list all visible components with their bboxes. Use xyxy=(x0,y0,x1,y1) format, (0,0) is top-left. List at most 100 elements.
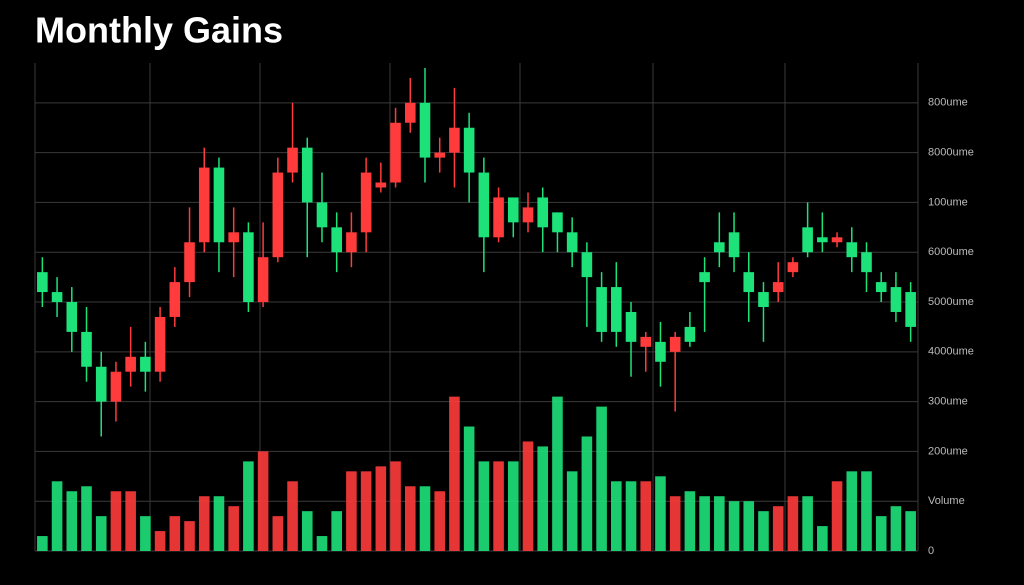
candle-body xyxy=(463,127,475,173)
candle-body xyxy=(169,282,181,317)
volume-bar xyxy=(846,471,858,551)
volume-bar xyxy=(552,396,563,551)
candle-body xyxy=(81,331,92,367)
candle-body xyxy=(669,336,681,352)
volume-bar xyxy=(787,496,799,551)
volume-bar xyxy=(640,481,652,551)
volume-bar xyxy=(390,461,401,551)
candle-body xyxy=(478,172,490,238)
volume-bar xyxy=(66,491,78,551)
volume-bar xyxy=(581,436,593,551)
volume-bar xyxy=(758,511,769,551)
candle-body xyxy=(552,212,563,233)
candle-body xyxy=(419,102,431,158)
volume-bar xyxy=(287,481,298,551)
volume-bar xyxy=(272,516,284,551)
candle-body xyxy=(728,232,740,258)
candle-body xyxy=(699,272,710,283)
y-tick-label: 6000ume xyxy=(928,246,974,258)
volume-bar xyxy=(463,426,475,551)
candle-body xyxy=(758,292,769,307)
volume-bar xyxy=(169,516,181,551)
volume-bar xyxy=(655,476,666,551)
y-tick-label: 200ume xyxy=(928,445,968,457)
candle-body xyxy=(802,227,813,253)
candle-body xyxy=(772,282,784,293)
volume-bar xyxy=(360,471,372,551)
volume-bar xyxy=(802,496,813,551)
volume-bar xyxy=(831,481,843,551)
volume-bar xyxy=(699,496,710,551)
volume-bar xyxy=(154,531,166,551)
volume-bar xyxy=(507,461,519,551)
y-tick-label: 5000ume xyxy=(928,296,974,308)
candle-body xyxy=(375,182,387,188)
candle-body xyxy=(817,237,828,243)
volume-bar xyxy=(213,496,225,551)
volume-bar xyxy=(493,461,504,551)
candle-body xyxy=(861,252,872,273)
volume-bar xyxy=(301,511,313,551)
volume-bar xyxy=(243,461,254,551)
candle-body xyxy=(390,122,401,183)
volume-bar xyxy=(817,526,828,551)
volume-bar xyxy=(316,536,328,551)
candle-body xyxy=(198,167,210,243)
volume-bar xyxy=(37,536,48,551)
candle-body xyxy=(287,147,298,173)
candle-body xyxy=(787,262,799,273)
volume-bar xyxy=(449,396,460,551)
candle-body xyxy=(449,127,460,153)
volume-bar xyxy=(875,516,887,551)
volume-bar xyxy=(346,471,357,551)
y-tick-label: 4000ume xyxy=(928,346,974,358)
volume-bar xyxy=(566,471,578,551)
volume-bar xyxy=(890,506,902,551)
candle-body xyxy=(154,316,166,372)
candle-body xyxy=(434,152,446,158)
candle-body xyxy=(581,252,593,278)
volume-bar xyxy=(537,446,549,551)
volume-bar xyxy=(110,491,122,551)
candle-body xyxy=(640,336,652,347)
candle-body xyxy=(493,197,504,238)
candle-body xyxy=(625,311,637,342)
volume-bar xyxy=(434,491,446,551)
volume-bar xyxy=(404,486,416,551)
candle-body xyxy=(243,232,254,303)
volume-bar xyxy=(478,461,490,551)
candle-body xyxy=(95,366,107,402)
candle-body xyxy=(846,242,858,258)
volume-bar xyxy=(596,406,607,551)
volume-bar xyxy=(51,481,63,551)
volume-bar xyxy=(625,481,637,551)
candle-body xyxy=(507,197,519,223)
y-tick-label: Volume xyxy=(928,495,965,507)
candle-body xyxy=(110,371,122,402)
volume-bar xyxy=(743,501,755,551)
volume-bar xyxy=(140,516,151,551)
candle-body xyxy=(890,287,902,312)
vertical-grid xyxy=(34,63,919,551)
candle-body xyxy=(404,102,416,123)
volume-bar xyxy=(257,451,269,551)
candle-body xyxy=(346,232,357,253)
volume-bar xyxy=(125,491,136,551)
volume-bar xyxy=(714,496,725,551)
candle-body xyxy=(714,242,725,253)
candle-body xyxy=(125,356,136,372)
candle-body xyxy=(522,207,534,223)
y-tick-label: 300ume xyxy=(928,396,968,408)
y-tick-label: 100ume xyxy=(928,196,968,208)
volume-bar xyxy=(184,521,195,551)
y-tick-label: 800ume xyxy=(928,97,968,109)
candle-body xyxy=(875,282,887,293)
volume-bar xyxy=(95,516,107,551)
volume-bar xyxy=(331,511,342,551)
volume-bar xyxy=(669,496,681,551)
volume-bar xyxy=(198,496,210,551)
candle-body xyxy=(566,232,578,253)
candle-body xyxy=(360,172,372,233)
volume-bar xyxy=(419,486,431,551)
candle-body xyxy=(228,232,239,243)
